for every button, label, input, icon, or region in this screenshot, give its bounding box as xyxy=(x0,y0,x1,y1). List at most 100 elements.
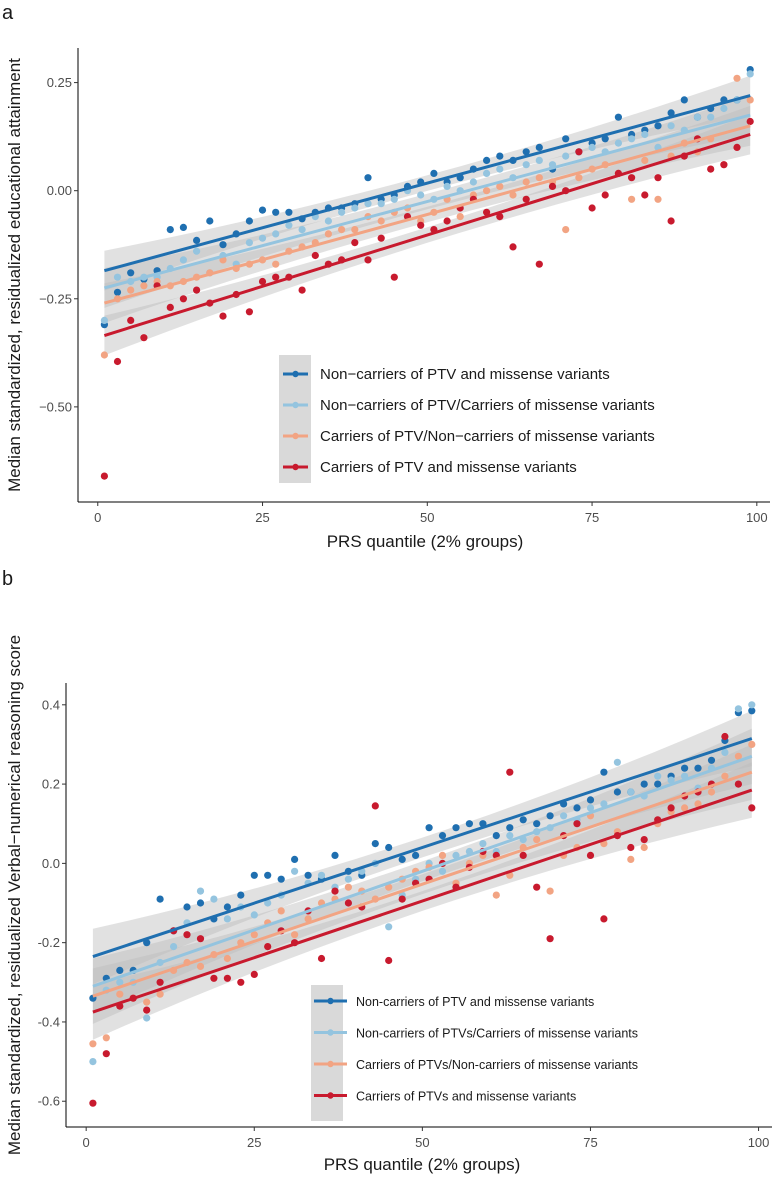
y-tick-label-a: 0.25 xyxy=(47,75,72,90)
data-point-b-s4 xyxy=(102,1050,110,1058)
data-point-a-s1 xyxy=(127,269,135,277)
data-point-b-s1 xyxy=(398,855,406,864)
legend-key-point-a xyxy=(292,432,299,440)
legend-key-point-b xyxy=(327,1092,334,1099)
data-point-b-s3 xyxy=(385,883,393,891)
data-point-a-s1 xyxy=(258,206,267,214)
data-point-a-s1 xyxy=(219,241,227,249)
data-point-b-s4 xyxy=(317,954,326,963)
y-tick-label-b: 0.0 xyxy=(42,856,60,871)
x-tick-label-b: 25 xyxy=(247,1135,261,1150)
data-point-a-s2 xyxy=(707,113,715,121)
data-point-b-s2 xyxy=(654,772,662,780)
data-point-a-s3 xyxy=(535,174,543,182)
data-point-a-s2 xyxy=(245,239,253,247)
data-point-a-s3 xyxy=(562,226,570,234)
data-point-b-s4 xyxy=(264,943,272,951)
data-point-b-s2 xyxy=(600,800,608,808)
data-point-b-s1 xyxy=(156,895,164,903)
data-point-b-s4 xyxy=(546,935,554,943)
data-point-b-s4 xyxy=(721,732,729,741)
data-point-a-s4 xyxy=(509,243,517,251)
data-point-a-s2 xyxy=(522,161,530,169)
data-point-a-s2 xyxy=(179,256,187,264)
data-point-b-s1 xyxy=(425,824,433,832)
data-point-b-s3 xyxy=(143,998,151,1006)
data-point-a-s4 xyxy=(351,239,359,247)
x-tick-label-a: 50 xyxy=(420,510,434,525)
data-point-a-s4 xyxy=(522,195,530,203)
data-point-a-s3 xyxy=(127,286,135,294)
data-point-a-s4 xyxy=(483,208,491,216)
data-point-a-s2 xyxy=(562,152,570,160)
data-point-b-s2 xyxy=(196,887,205,895)
data-point-a-s1 xyxy=(193,236,201,244)
data-point-b-s1 xyxy=(291,855,299,864)
data-point-a-s4 xyxy=(443,217,451,225)
data-point-b-s3 xyxy=(748,740,756,749)
data-point-b-s1 xyxy=(533,820,541,828)
data-point-a-s4 xyxy=(258,277,267,286)
x-tick-label-b: 100 xyxy=(748,1135,770,1150)
data-point-b-s4 xyxy=(667,804,675,812)
data-point-b-s4 xyxy=(533,883,541,891)
data-point-a-s4 xyxy=(179,295,187,303)
data-point-b-s3 xyxy=(707,788,716,796)
data-point-a-s4 xyxy=(140,334,148,342)
fit-line-a-s1 xyxy=(103,94,751,273)
data-point-b-s4 xyxy=(196,935,205,943)
data-point-b-s1 xyxy=(385,843,393,852)
data-point-a-s4 xyxy=(667,217,675,225)
legend-label-a: Non−carriers of PTV/Carriers of missense… xyxy=(320,397,655,414)
y-tick-label-a: −0.50 xyxy=(39,399,72,414)
data-point-b-s2 xyxy=(344,875,352,883)
data-point-a-s1 xyxy=(245,217,253,225)
data-point-a-s3 xyxy=(746,96,754,104)
data-point-a-s3 xyxy=(496,182,504,190)
data-point-b-s4 xyxy=(371,802,379,810)
data-point-b-s2 xyxy=(317,871,326,879)
data-point-b-s1 xyxy=(196,899,205,907)
data-point-a-s1 xyxy=(614,113,623,121)
data-point-b-s1 xyxy=(264,871,272,879)
data-point-a-s4 xyxy=(298,286,306,294)
data-point-a-s2 xyxy=(324,217,332,225)
data-point-b-s3 xyxy=(102,1034,110,1042)
data-point-b-s1 xyxy=(116,966,124,975)
data-point-b-s4 xyxy=(640,836,648,844)
fit-line-b-s1 xyxy=(92,737,753,958)
data-point-a-s3 xyxy=(641,156,649,164)
data-point-a-s4 xyxy=(113,357,122,366)
data-point-a-s1 xyxy=(430,169,438,177)
data-point-b-s1 xyxy=(452,824,460,832)
data-point-b-s4 xyxy=(210,974,218,982)
data-point-a-s3 xyxy=(628,195,636,203)
data-point-a-s2 xyxy=(417,191,425,199)
data-point-b-s2 xyxy=(627,788,635,796)
data-point-b-s3 xyxy=(277,907,285,915)
data-point-a-s2 xyxy=(113,273,122,281)
data-point-b-s2 xyxy=(170,943,178,951)
data-point-b-s4 xyxy=(223,974,231,982)
data-point-b-s1 xyxy=(613,788,622,796)
data-point-b-s4 xyxy=(344,899,352,907)
y-tick-label-b: 0.4 xyxy=(42,697,60,712)
data-point-a-s2 xyxy=(720,104,728,113)
data-point-b-s4 xyxy=(573,820,581,828)
data-point-b-s4 xyxy=(734,780,743,788)
data-point-b-s1 xyxy=(681,764,689,772)
data-point-a-s3 xyxy=(483,187,491,195)
x-tick-label-a: 0 xyxy=(94,510,101,525)
data-point-a-s1 xyxy=(364,174,372,182)
data-point-a-s4 xyxy=(417,221,425,229)
y-tick-label-b: -0.6 xyxy=(38,1094,60,1109)
plot-area-a xyxy=(100,66,754,480)
data-point-a-s2 xyxy=(338,208,346,216)
data-point-b-s1 xyxy=(304,871,312,879)
plot-area-b xyxy=(89,701,756,1107)
data-point-a-s4 xyxy=(733,143,741,151)
data-point-a-s4 xyxy=(166,303,174,311)
y-tick-label-a: −0.25 xyxy=(39,291,72,306)
data-point-a-s2 xyxy=(496,165,504,173)
